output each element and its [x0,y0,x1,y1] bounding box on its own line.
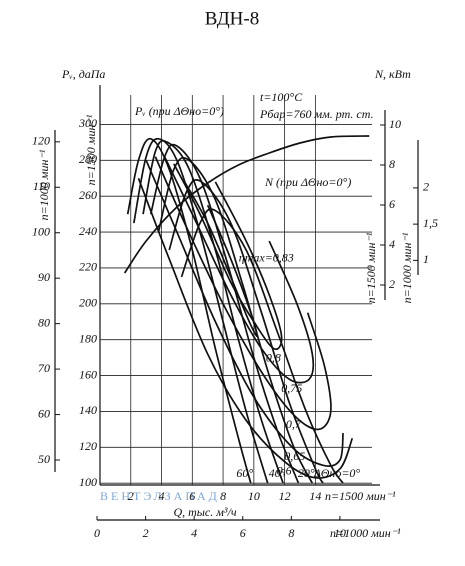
y-tick-label: 240 [79,224,97,238]
pressure-curve [149,143,300,484]
y-tick-label: 160 [79,367,97,381]
y-outer-tick-label: 50 [38,452,50,466]
x2-tick-label: 0 [94,526,100,540]
y2-tick-label: 2 [389,277,395,291]
note: Pбар=760 мм. рт. ст. [259,107,374,121]
y2-tick-label: 4 [389,237,395,251]
watermark: ВЕНТЭЛЗАПАД [100,489,220,503]
chart-title: ВДН-8 [205,8,259,29]
y-tick-label: 140 [79,403,97,417]
y-inner-speed-label: n=1500 мин⁻¹ [84,114,98,185]
y-outer-tick-label: 110 [33,179,50,193]
x-axis-label: Q, тыс. м³/ч [173,505,236,519]
x-tick-label: 2 [128,489,134,503]
y-tick-label: 120 [79,439,97,453]
note: t=100°C [260,90,303,104]
y-outer-tick-label: 120 [32,134,50,148]
y-tick-label: 200 [79,296,97,310]
efficiency-label: 0,6 [277,463,292,477]
y-tick-label: 100 [79,475,97,489]
x-tick-label: 6 [189,489,195,503]
y2-axis-label: N, кВт [374,67,411,81]
x-tick-label: 10 [248,489,260,503]
pressure-curve [133,137,269,484]
efficiency-curve [145,160,344,467]
x-tick-label: 14 [309,489,321,503]
y-outer-tick-label: 80 [38,315,50,329]
x2-speed-label: n=1000 мин⁻¹ [330,526,401,540]
series-label: 40° [269,466,286,480]
y-outer-tick-label: 100 [32,224,50,238]
x-tick-label: 8 [220,489,226,503]
y-outer-speed-label: n=1000 мин⁻¹ [37,149,51,220]
y2-tick-label: 10 [389,117,401,131]
x2-tick-label: 10 [334,526,346,540]
y-tick-label: 280 [79,152,97,166]
efficiency-curve [137,177,354,479]
y-outer-tick-label: 70 [38,361,50,375]
y2-tick-label: 6 [389,197,395,211]
y-tick-label: 220 [79,260,97,274]
curve-label: Pᵥ (при ΔΘно=0°) [134,104,224,118]
y2-tick-label: 8 [389,157,395,171]
efficiency-curve [173,163,283,351]
y-axis-label: Pᵥ, даПа [61,67,105,81]
power-curve [123,135,370,274]
y-outer-tick-label: 90 [38,270,50,284]
x2-tick-label: 8 [288,526,294,540]
efficiency-label: 0,65 [284,449,305,463]
x-speed-label: n=1500 мин⁻¹ [325,489,396,503]
efficiency-curve [154,156,332,431]
curve-label: N (при ΔΘно=0°) [264,175,351,189]
series-label: 60° [236,466,253,480]
efficiency-curve [163,156,315,384]
y2-outer-speed-label: n=1000 мин⁻¹ [400,232,414,303]
x-tick-label: 4 [159,489,165,503]
y2-outer-tick-label: 2 [423,180,429,194]
y-outer-tick-label: 60 [38,406,50,420]
efficiency-label: 0,7 [286,417,302,431]
y-tick-label: 300 [78,116,97,130]
y2-outer-tick-label: 1 [423,252,429,266]
x-tick-label: 12 [279,489,291,503]
efficiency-label: 0,75 [281,381,302,395]
efficiency-label: ηmax=0,83 [239,251,294,265]
y-tick-label: 180 [79,331,97,345]
x2-tick-label: 6 [240,526,246,540]
x2-tick-label: 4 [191,526,197,540]
efficiency-curve [183,181,258,337]
x2-tick-label: 2 [143,526,149,540]
y2-outer-tick-label: 1,5 [423,216,438,230]
y-tick-label: 260 [79,188,97,202]
